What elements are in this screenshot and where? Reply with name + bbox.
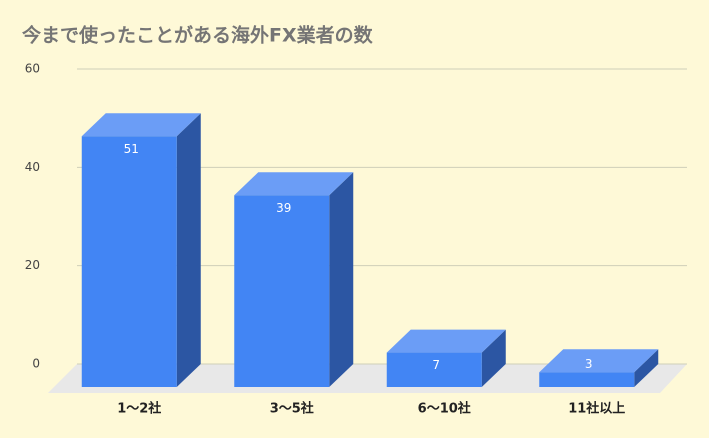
bar-top	[234, 172, 354, 196]
bar-top	[539, 349, 659, 373]
bar-top	[386, 329, 506, 353]
bar	[234, 195, 330, 387]
value-label: 39	[276, 201, 291, 215]
x-tick-label: 3〜5社	[270, 401, 314, 417]
bar	[539, 372, 635, 387]
bar-top	[81, 113, 201, 137]
y-tick-label: 60	[25, 62, 40, 76]
value-label: 7	[432, 358, 440, 372]
value-label: 3	[585, 357, 593, 371]
value-label: 51	[124, 142, 139, 156]
bar-side	[481, 329, 506, 387]
x-tick-label: 11社以上	[568, 401, 625, 417]
y-tick-label: 0	[32, 357, 40, 371]
bar	[81, 136, 177, 387]
floor	[48, 364, 687, 393]
y-tick-label: 20	[25, 258, 40, 272]
bar	[386, 352, 482, 387]
x-tick-label: 1〜2社	[117, 401, 161, 417]
bar-side	[634, 349, 659, 387]
bar-side	[329, 172, 354, 387]
chart-title: 今まで使ったことがある海外FX業者の数	[21, 24, 374, 47]
bar-side	[176, 113, 201, 387]
x-tick-label: 6〜10社	[418, 401, 471, 417]
y-tick-label: 40	[25, 160, 40, 174]
